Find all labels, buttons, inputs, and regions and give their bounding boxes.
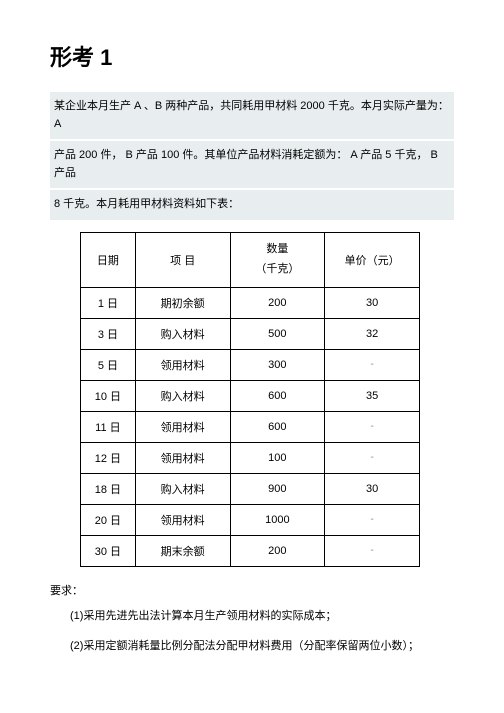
cell-date: 5 日 bbox=[81, 349, 136, 380]
table-row: 20 日领用材料1000- bbox=[81, 504, 420, 535]
cell-quantity: 300 bbox=[230, 349, 325, 380]
materials-table: 日期 项 目 数量 （千克） 单价（元） 1 日期初余额200303 日购入材料… bbox=[80, 232, 420, 567]
cell-date: 20 日 bbox=[81, 504, 136, 535]
table-row: 18 日购入材料90030 bbox=[81, 473, 420, 504]
cell-quantity: 600 bbox=[230, 411, 325, 442]
header-item: 项 目 bbox=[135, 232, 230, 287]
header-qty-label: 数量 bbox=[237, 240, 319, 260]
table-row: 3 日购入材料50032 bbox=[81, 318, 420, 349]
cell-item: 领用材料 bbox=[135, 504, 230, 535]
cell-price: - bbox=[325, 535, 420, 566]
cell-date: 11 日 bbox=[81, 411, 136, 442]
cell-item: 购入材料 bbox=[135, 380, 230, 411]
table-container: 日期 项 目 数量 （千克） 单价（元） 1 日期初余额200303 日购入材料… bbox=[50, 232, 454, 567]
page-title: 形考 1 bbox=[50, 40, 454, 72]
header-price: 单价（元） bbox=[325, 232, 420, 287]
table-row: 30 日期末余额200- bbox=[81, 535, 420, 566]
cell-item: 期初余额 bbox=[135, 287, 230, 318]
problem-description: 某企业本月生产 A 、B 两种产品，共同耗用甲材料 2000 千克。本月实际产量… bbox=[50, 92, 454, 220]
cell-price: - bbox=[325, 411, 420, 442]
description-line-3: 8 千克。本月耗用甲材料资料如下表： bbox=[50, 190, 454, 220]
header-date: 日期 bbox=[81, 232, 136, 287]
requirements-title: 要求： bbox=[50, 582, 454, 598]
cell-item: 领用材料 bbox=[135, 349, 230, 380]
cell-price: - bbox=[325, 442, 420, 473]
cell-price: 30 bbox=[325, 473, 420, 504]
cell-date: 30 日 bbox=[81, 535, 136, 566]
table-header-row: 日期 项 目 数量 （千克） 单价（元） bbox=[81, 232, 420, 287]
cell-price: 30 bbox=[325, 287, 420, 318]
cell-date: 12 日 bbox=[81, 442, 136, 473]
cell-price: - bbox=[325, 349, 420, 380]
description-line-1: 某企业本月生产 A 、B 两种产品，共同耗用甲材料 2000 千克。本月实际产量… bbox=[50, 92, 454, 139]
cell-quantity: 200 bbox=[230, 535, 325, 566]
cell-date: 10 日 bbox=[81, 380, 136, 411]
requirement-1: (1)采用先进先出法计算本月生产领用材料的实际成本； bbox=[50, 608, 454, 625]
table-row: 1 日期初余额20030 bbox=[81, 287, 420, 318]
cell-item: 领用材料 bbox=[135, 411, 230, 442]
table-row: 12 日领用材料100- bbox=[81, 442, 420, 473]
cell-date: 1 日 bbox=[81, 287, 136, 318]
table-row: 5 日领用材料300- bbox=[81, 349, 420, 380]
cell-price: 32 bbox=[325, 318, 420, 349]
requirement-2: (2)采用定额消耗量比例分配法分配甲材料费用（分配率保留两位小数）； bbox=[50, 638, 454, 655]
cell-quantity: 100 bbox=[230, 442, 325, 473]
cell-quantity: 900 bbox=[230, 473, 325, 504]
cell-item: 购入材料 bbox=[135, 473, 230, 504]
cell-date: 18 日 bbox=[81, 473, 136, 504]
cell-item: 领用材料 bbox=[135, 442, 230, 473]
header-quantity: 数量 （千克） bbox=[230, 232, 325, 287]
cell-quantity: 600 bbox=[230, 380, 325, 411]
cell-price: - bbox=[325, 504, 420, 535]
cell-price: 35 bbox=[325, 380, 420, 411]
cell-item: 购入材料 bbox=[135, 318, 230, 349]
header-qty-unit: （千克） bbox=[237, 260, 319, 280]
cell-quantity: 1000 bbox=[230, 504, 325, 535]
table-row: 10 日购入材料60035 bbox=[81, 380, 420, 411]
description-line-2: 产品 200 件， B 产品 100 件。其单位产品材料消耗定额为： A 产品 … bbox=[50, 141, 454, 188]
table-row: 11 日领用材料600- bbox=[81, 411, 420, 442]
cell-date: 3 日 bbox=[81, 318, 136, 349]
cell-quantity: 200 bbox=[230, 287, 325, 318]
cell-item: 期末余额 bbox=[135, 535, 230, 566]
cell-quantity: 500 bbox=[230, 318, 325, 349]
requirements-section: 要求： (1)采用先进先出法计算本月生产领用材料的实际成本； (2)采用定额消耗… bbox=[50, 582, 454, 655]
